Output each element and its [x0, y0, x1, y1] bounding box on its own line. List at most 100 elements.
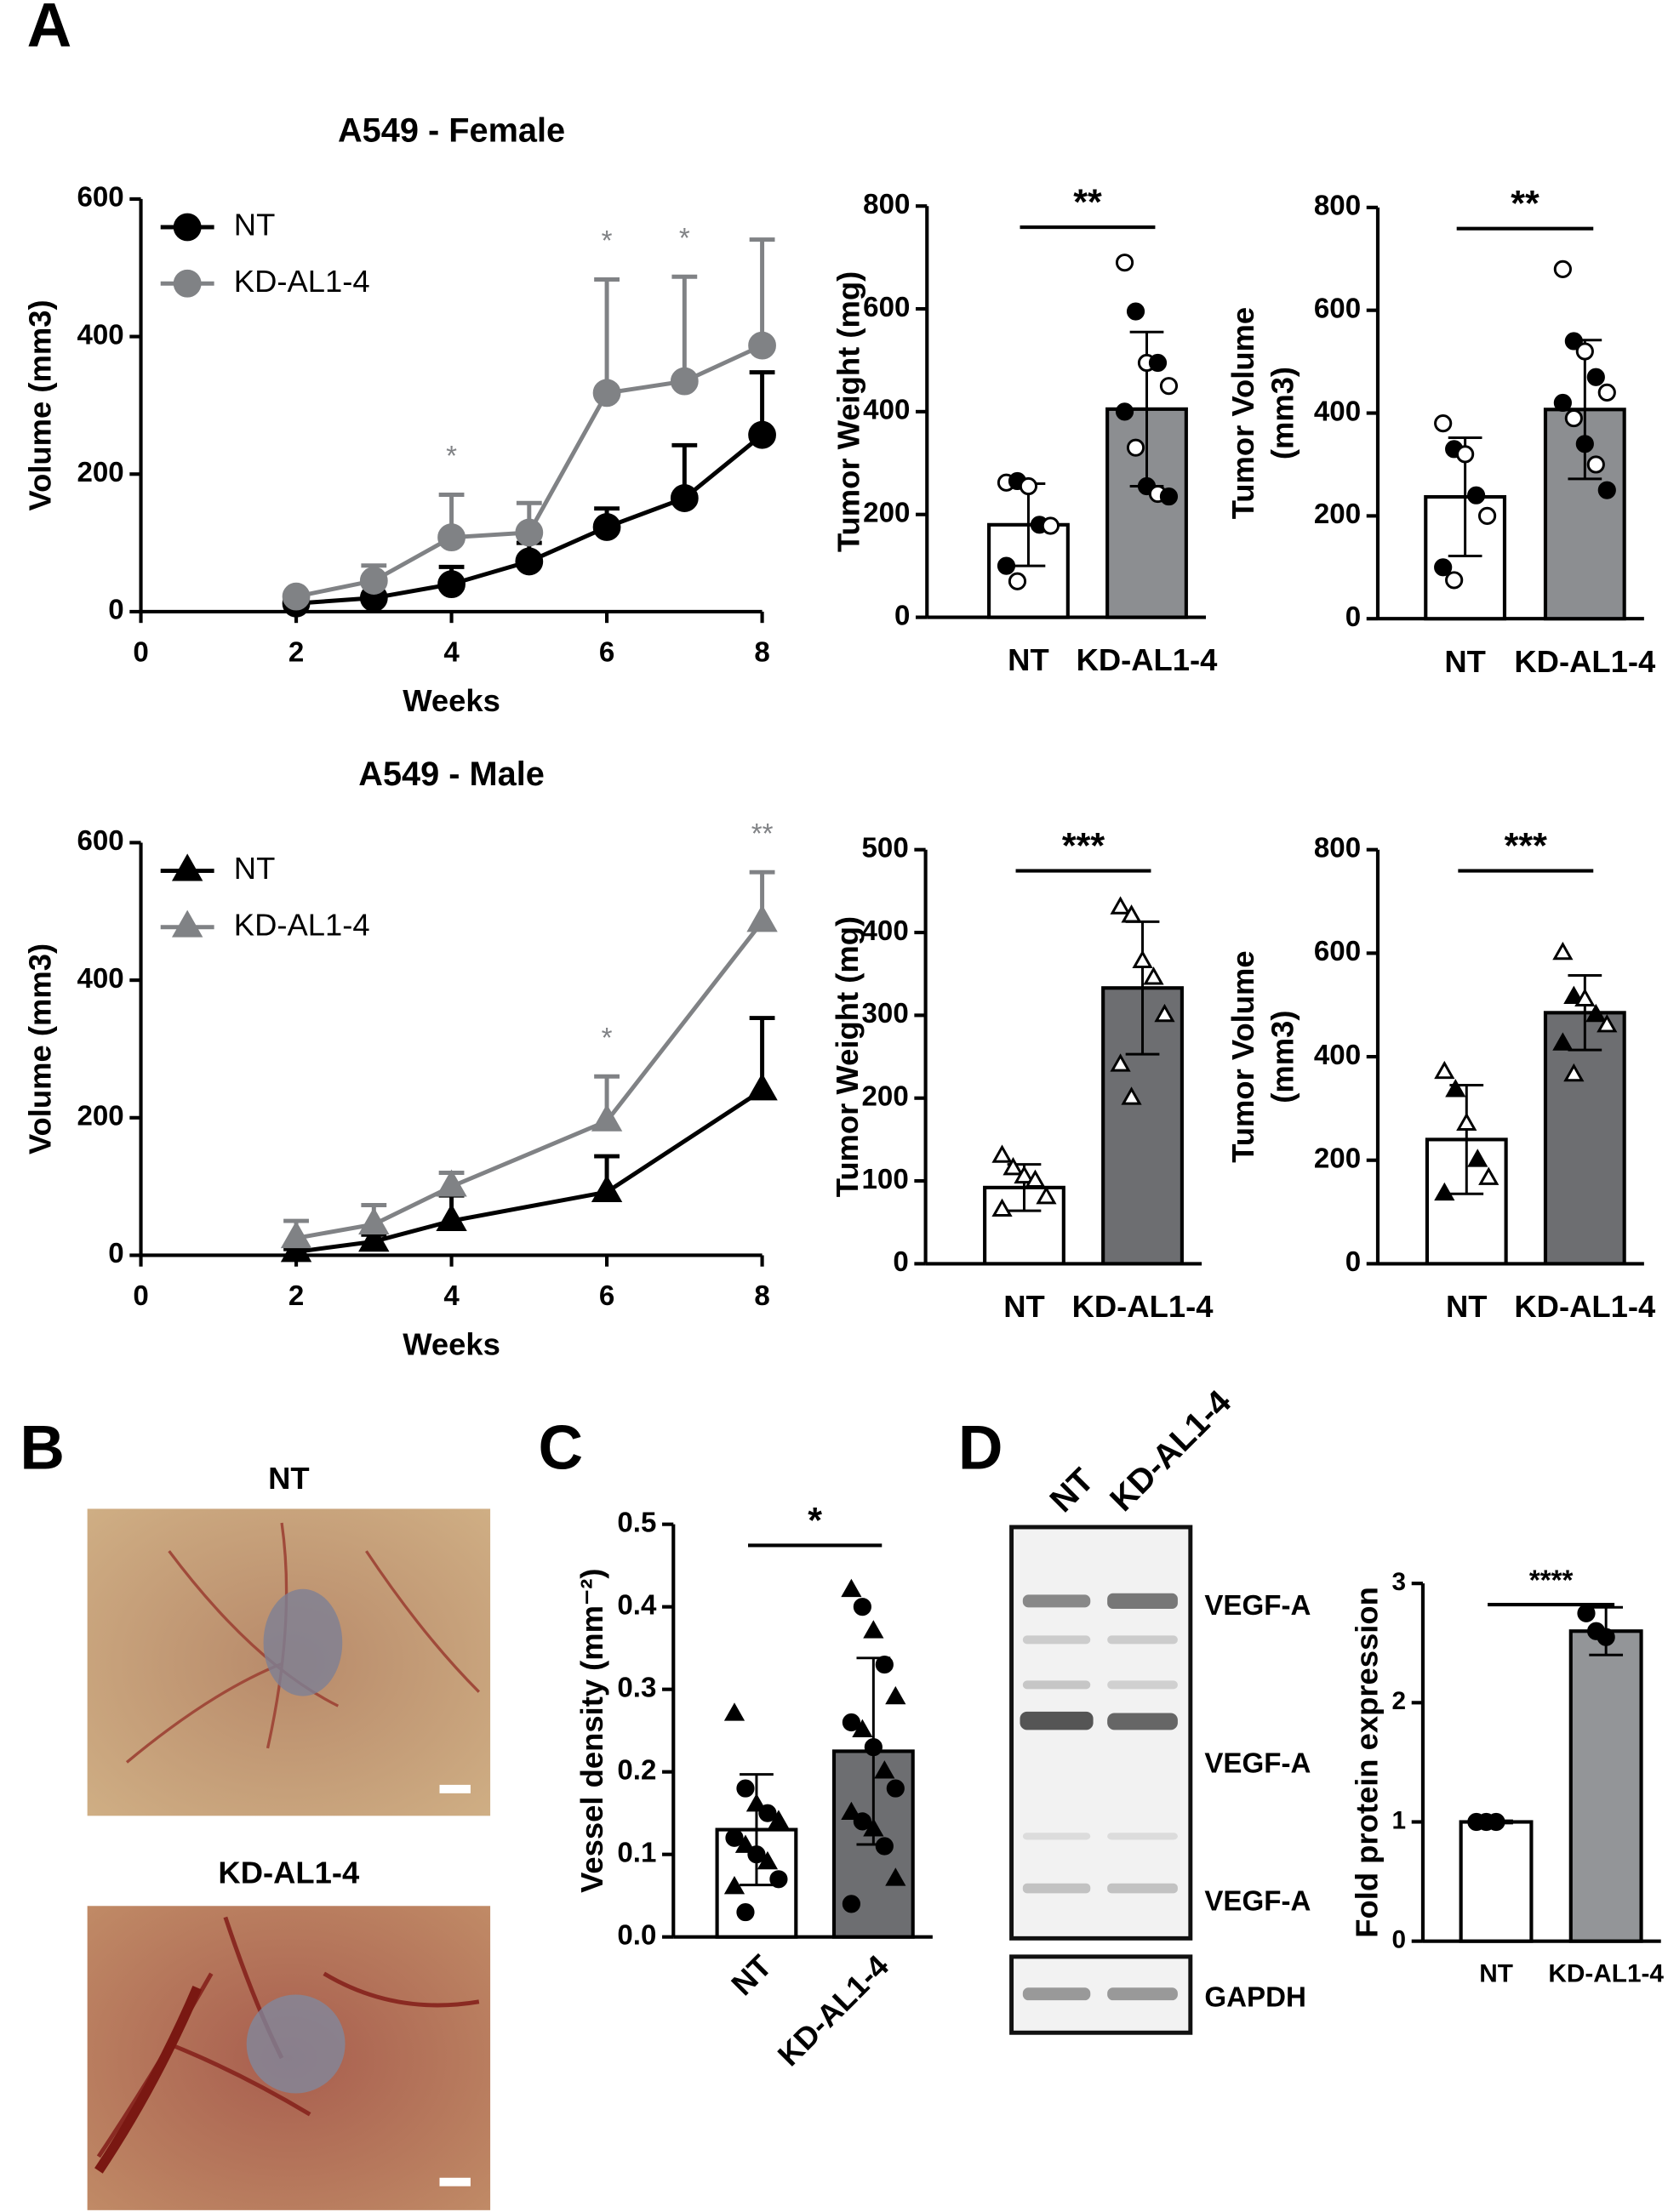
x-axis-label: Weeks [403, 683, 500, 718]
legend-label: KD-AL1-4 [234, 907, 370, 942]
y-tick-label: 100 [862, 1164, 909, 1195]
data-point [1597, 1014, 1618, 1033]
x-tick-label: 0 [133, 1280, 148, 1312]
y-tick-label: 1 [1392, 1806, 1407, 1834]
data-point [1597, 383, 1616, 402]
error-bar [740, 1773, 774, 1887]
data-point [1585, 1003, 1607, 1023]
y-tick-label: 400 [1314, 1040, 1361, 1071]
data-point [874, 1760, 895, 1779]
data-point [1575, 342, 1594, 361]
data-point [1159, 487, 1179, 506]
data-point [1563, 985, 1585, 1004]
legend-marker [173, 213, 202, 242]
data-point [997, 556, 1016, 575]
y-axis-label: Tumor Weight (mg) [831, 271, 865, 552]
data-point [863, 1620, 884, 1639]
data-point [885, 1685, 906, 1705]
band-label: VEGF-A [1204, 1886, 1311, 1918]
data-point [748, 420, 776, 449]
data-point [886, 1779, 905, 1798]
data-point [748, 331, 776, 360]
data-point [1115, 254, 1134, 272]
y-tick-label: 0.5 [617, 1507, 656, 1538]
band-label: VEGF-A [1204, 1747, 1311, 1779]
series-line [295, 920, 764, 1240]
y-axis-label: (mm3) [1265, 1010, 1300, 1103]
y-tick-label: 2 [1392, 1687, 1407, 1715]
data-point [1456, 445, 1475, 464]
data-point [1563, 1063, 1585, 1082]
x-tick-label: 6 [599, 1280, 614, 1312]
x-tick-label: 2 [288, 1280, 304, 1312]
data-point [991, 1198, 1013, 1217]
significance-mark: ** [751, 818, 774, 850]
y-tick-label: 400 [862, 915, 909, 947]
data-point [1036, 1186, 1057, 1205]
data-point [746, 904, 778, 932]
data-point [515, 547, 544, 576]
data-point [1434, 1060, 1455, 1080]
data-point [757, 1850, 779, 1870]
y-tick-label: 500 [862, 832, 909, 864]
y-tick-label: 800 [1314, 832, 1361, 864]
x-tick-label: KD-AL1-4 [771, 1947, 896, 2072]
data-point [1121, 904, 1142, 923]
data-point [841, 1801, 862, 1821]
data-point [437, 523, 466, 552]
x-tick-label: NT [1003, 1289, 1045, 1324]
data-point [1564, 332, 1583, 351]
y-tick-label: 0 [1345, 1246, 1361, 1278]
data-point [1434, 558, 1453, 577]
y-tick-label: 400 [1314, 396, 1361, 427]
y-tick-label: 600 [77, 825, 123, 857]
y-tick-label: 0.1 [617, 1837, 656, 1868]
photo-label: KD-AL1-4 [218, 1855, 360, 1890]
y-axis-label: Volume (mm3) [22, 299, 57, 510]
data-point [670, 367, 699, 396]
data-point [1552, 1032, 1574, 1051]
data-point [769, 1870, 788, 1889]
x-tick-label: 2 [288, 636, 304, 668]
x-tick-label: NT [1446, 1289, 1488, 1324]
data-point [875, 1655, 894, 1674]
x-tick-label: 4 [443, 1280, 460, 1312]
data-point [841, 1578, 862, 1598]
data-point [591, 1103, 623, 1132]
legend-marker [171, 909, 203, 938]
y-tick-label: 200 [1314, 499, 1361, 530]
data-point [842, 1895, 860, 1913]
photo-label: NT [268, 1461, 310, 1496]
data-point [358, 1206, 390, 1235]
y-axis-label: Tumor Volume [1225, 307, 1260, 519]
y-tick-label: 0.2 [617, 1754, 656, 1786]
significance-mark: * [602, 1023, 613, 1054]
y-axis-label: Fold protein expression [1350, 1587, 1385, 1938]
legend-marker [171, 853, 203, 881]
x-tick-label: 6 [599, 636, 614, 668]
x-tick-label: 4 [443, 636, 460, 668]
band-label: VEGF-A [1204, 1590, 1311, 1622]
data-point [359, 567, 388, 595]
data-point [1456, 1112, 1477, 1132]
y-tick-label: 600 [863, 292, 910, 323]
data-point [1574, 988, 1596, 1007]
data-point [280, 1221, 312, 1249]
data-point [1019, 476, 1038, 496]
data-point [1445, 1079, 1466, 1097]
data-point [436, 1169, 467, 1197]
error-bar [749, 237, 775, 346]
legend-label: KD-AL1-4 [234, 264, 370, 299]
data-point [1478, 1166, 1499, 1185]
x-tick-label: KD-AL1-4 [1548, 1959, 1664, 1987]
data-point [885, 1867, 906, 1886]
data-point [591, 1174, 623, 1203]
data-point [1041, 516, 1060, 535]
data-point [1564, 408, 1583, 428]
y-tick-label: 400 [863, 395, 910, 426]
data-point [768, 1810, 790, 1828]
bar [1568, 1629, 1643, 1943]
y-tick-label: 0 [108, 595, 123, 626]
data-point [358, 1224, 390, 1252]
data-point [853, 1812, 871, 1831]
